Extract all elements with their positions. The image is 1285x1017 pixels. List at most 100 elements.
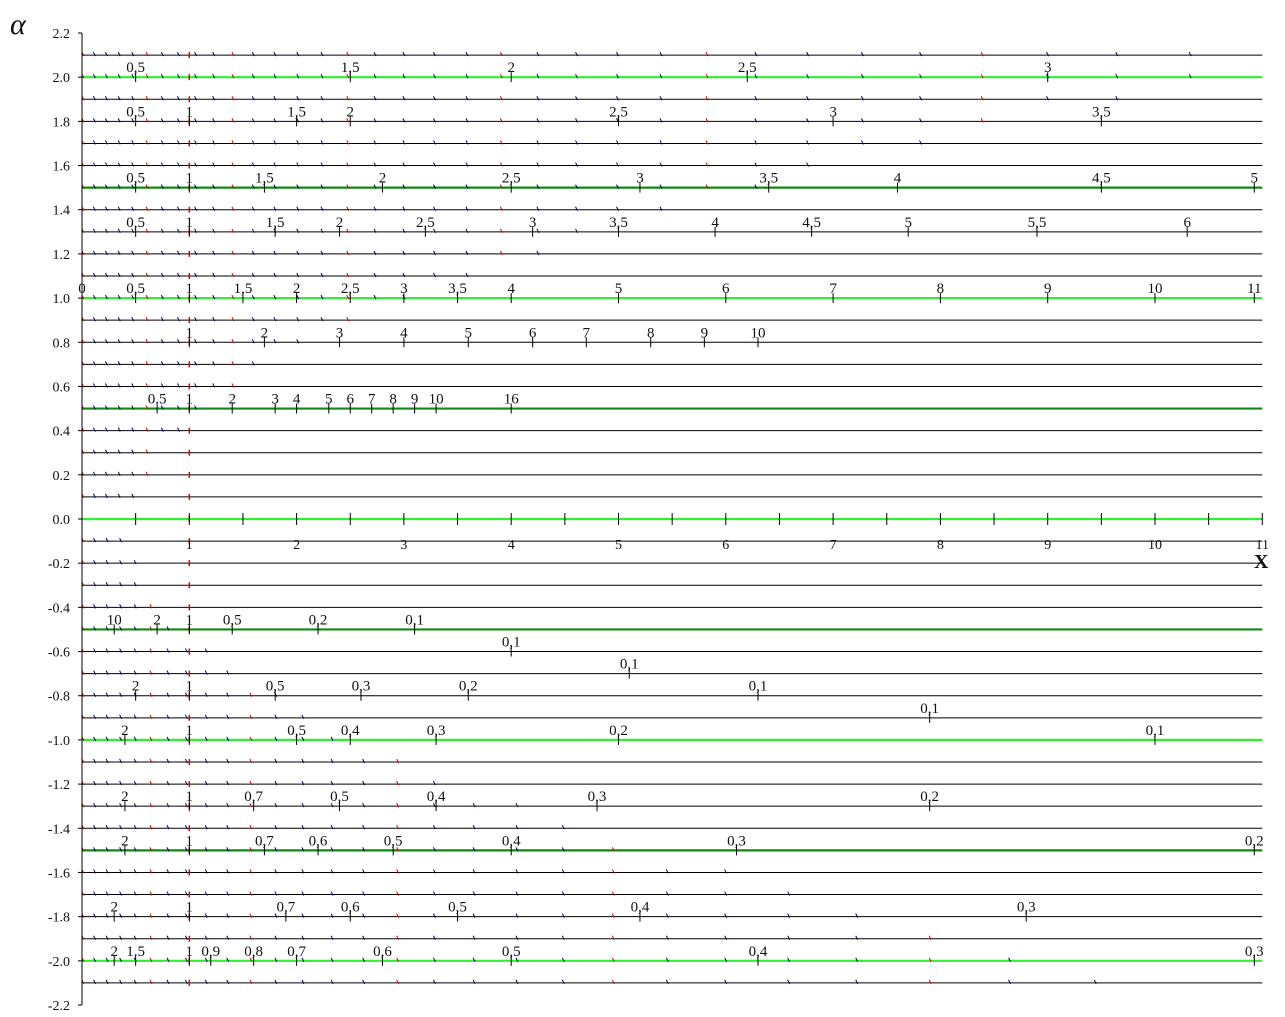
- row-value-label: 1: [186, 944, 194, 960]
- sample-mark: [231, 316, 235, 322]
- sample-mark: [160, 383, 164, 388]
- row-value-label: 2: [110, 944, 118, 960]
- sample-mark: [515, 869, 519, 874]
- sample-mark: [472, 957, 476, 963]
- sample-mark: [806, 96, 810, 101]
- sample-mark: [117, 162, 121, 167]
- row-value-label: 0,1: [1146, 723, 1165, 739]
- row-value-label: 2,5: [609, 104, 628, 120]
- sample-mark: [787, 979, 791, 985]
- row-value-label: 1.5: [126, 944, 145, 960]
- sample-mark: [402, 96, 406, 101]
- sample-mark: [104, 51, 108, 57]
- sample-mark: [119, 913, 123, 918]
- row-value-label: 1,5: [234, 281, 253, 297]
- sample-mark: [149, 802, 153, 808]
- x-axis: 1 2 3 4 5 6 7 8 9 10 11: [81, 513, 1269, 553]
- row-value-label: 4: [711, 215, 719, 231]
- sample-mark: [465, 51, 469, 57]
- sample-mark: [194, 272, 198, 278]
- y-tick-label: -2.2: [48, 999, 70, 1014]
- y-tick-label: -0.6: [48, 646, 70, 661]
- sample-mark: [212, 206, 216, 211]
- sample-mark: [160, 272, 164, 278]
- sample-mark: [184, 802, 188, 808]
- sample-mark: [251, 184, 255, 189]
- sample-mark: [346, 73, 350, 79]
- sample-mark: [472, 869, 476, 874]
- sample-mark: [166, 802, 170, 808]
- sample-mark: [117, 471, 121, 477]
- sample-mark: [149, 626, 153, 631]
- sample-mark: [611, 957, 615, 963]
- sample-mark: [226, 670, 230, 675]
- sample-mark: [330, 825, 334, 830]
- sample-mark: [273, 96, 277, 101]
- sample-mark: [231, 184, 235, 189]
- sample-mark: [231, 361, 235, 366]
- y-tick-label: -2.0: [48, 955, 70, 970]
- sample-mark: [320, 316, 324, 322]
- sample-mark: [320, 73, 324, 79]
- sample-mark: [274, 736, 278, 742]
- sample-mark: [249, 979, 253, 985]
- sample-mark: [274, 935, 278, 940]
- row-value-label: 1: [186, 679, 194, 695]
- sample-mark: [133, 847, 137, 852]
- sample-mark: [373, 118, 377, 123]
- sample-mark: [860, 51, 864, 57]
- sample-mark: [177, 361, 180, 366]
- sample-mark: [194, 73, 198, 79]
- row-value-label: 1: [186, 612, 194, 628]
- sample-mark: [346, 140, 350, 145]
- sample-mark: [131, 427, 135, 432]
- sample-mark: [131, 405, 135, 410]
- sample-mark: [131, 339, 135, 344]
- sample-mark: [92, 96, 96, 101]
- sample-mark: [396, 802, 400, 808]
- sample-mark: [273, 51, 277, 57]
- sample-mark: [145, 96, 149, 101]
- sample-mark: [860, 140, 864, 145]
- sample-mark: [472, 891, 476, 896]
- y-tick-label: -1.6: [48, 866, 70, 881]
- row-value-label: 8: [937, 281, 945, 297]
- sample-mark: [296, 228, 300, 234]
- sample-mark: [561, 825, 565, 830]
- sample-mark: [373, 250, 377, 256]
- row-value-label: 6: [1183, 215, 1191, 231]
- sample-mark: [177, 294, 180, 300]
- sample-mark: [433, 118, 436, 123]
- sample-mark: [177, 339, 180, 344]
- sample-mark: [980, 51, 984, 57]
- sample-mark: [119, 780, 123, 786]
- sample-mark: [117, 361, 121, 366]
- sample-mark: [616, 140, 619, 145]
- sample-mark: [330, 802, 334, 808]
- sample-mark: [92, 493, 96, 499]
- sample-mark: [346, 206, 350, 211]
- sample-mark: [119, 670, 123, 675]
- sample-mark: [249, 891, 253, 896]
- row-value-label: 2: [379, 171, 387, 187]
- row-value-label: 0,2: [609, 723, 628, 739]
- sample-mark: [273, 316, 277, 322]
- sample-mark: [561, 979, 565, 985]
- row-value-label: 4: [894, 171, 902, 187]
- sample-mark: [499, 206, 503, 211]
- sample-mark: [402, 140, 406, 145]
- sample-mark: [274, 802, 278, 808]
- sample-mark: [787, 957, 791, 963]
- sample-mark: [93, 758, 97, 764]
- sample-mark: [402, 206, 406, 211]
- y-tick-label: -0.4: [48, 601, 70, 616]
- sample-mark: [93, 537, 97, 543]
- y-tick-label: 0.8: [53, 336, 71, 351]
- sample-mark: [119, 582, 123, 587]
- row-value-label: 0,4: [341, 723, 360, 739]
- sample-mark: [432, 935, 436, 940]
- sample-mark: [273, 140, 277, 145]
- sample-mark: [472, 979, 476, 985]
- y-tick-label: -1.0: [48, 734, 70, 749]
- sample-mark: [396, 891, 400, 896]
